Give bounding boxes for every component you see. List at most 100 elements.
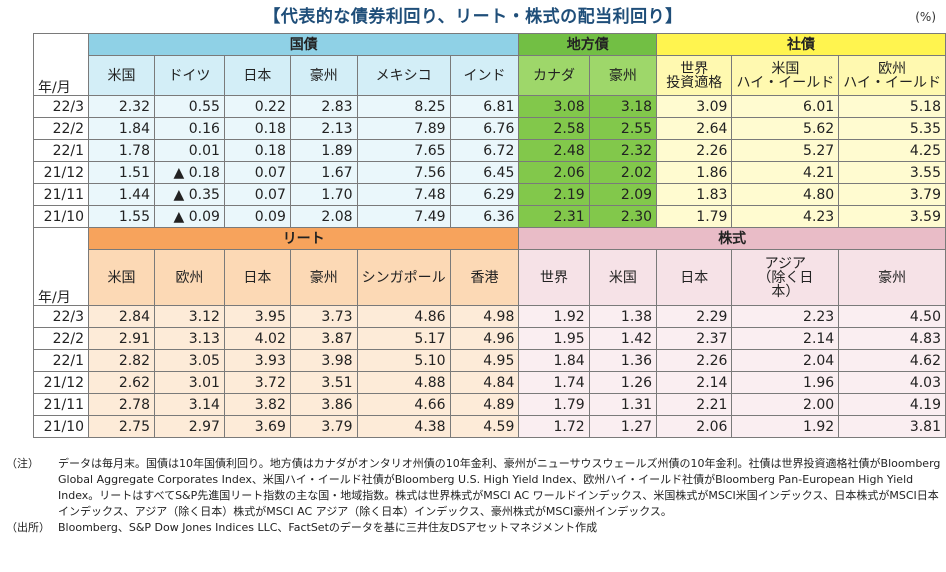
- page-title: 【代表的な債券利回り、リート・株式の配当利回り】: [263, 7, 683, 27]
- table-cell: 3.08: [518, 95, 590, 118]
- table-row: 22/1 2.82 3.05 3.93 3.98 5.10 4.95 1.84 1.36 2.26…: [32, 349, 946, 372]
- table-cell: 4.80: [731, 183, 840, 206]
- table-cell: 7.49: [356, 205, 451, 228]
- table-cell: 0.07: [223, 183, 291, 206]
- table-cell: 2.91: [88, 327, 155, 350]
- table-cell: 3.01: [153, 371, 225, 394]
- bonds-column-header: インド: [449, 55, 520, 96]
- table-cell: 1.84: [88, 117, 155, 140]
- table-cell: 2.23: [731, 305, 840, 328]
- table-cell: 4.88: [356, 371, 451, 394]
- table-cell: 0.01: [153, 139, 225, 162]
- table-cell: 2.26: [656, 349, 733, 372]
- group-government-bonds: 国債: [88, 33, 520, 56]
- table-cell: 6.72: [449, 139, 520, 162]
- source-text: Bloomberg、S&P Dow Jones Indices LLC、Fact…: [58, 520, 598, 534]
- table-cell: 0.18: [223, 117, 291, 140]
- table-cell: 2.83: [289, 95, 358, 118]
- table-cell: 4.02: [223, 327, 291, 350]
- table-cell: 6.76: [449, 117, 520, 140]
- table-cell: 4.38: [356, 415, 451, 438]
- bonds-column-header: 豪州: [289, 55, 358, 96]
- table-row: 22/3 2.84 3.12 3.95 3.73 4.86 4.98 1.92 1.38 2.29…: [32, 305, 946, 328]
- table-cell: 3.72: [223, 371, 291, 394]
- table-cell: 4.66: [356, 393, 451, 416]
- table-cell: 1.72: [518, 415, 590, 438]
- table-cell: 7.65: [356, 139, 451, 162]
- table-cell: 7.56: [356, 161, 451, 184]
- row-date: 21/12: [32, 161, 90, 184]
- unit-label: (%): [915, 10, 936, 24]
- table-cell: 1.38: [588, 305, 658, 328]
- equity-column-header: 香港: [449, 249, 520, 306]
- table-cell: 3.79: [838, 183, 946, 206]
- equity-column-header: 日本: [656, 249, 733, 306]
- table-cell: 3.86: [289, 393, 358, 416]
- yield-table: 年/月 国債 地方債 社債 米国 ドイツ 日本 豪州 メキシコ インド カナダ 豪州 世界 投資適…: [32, 33, 946, 438]
- table-row: 21/10 1.55 ▲ 0.09 0.09 2.08 7.49 6.36 2.31 2.30 1…: [32, 205, 946, 228]
- table-cell: 3.79: [289, 415, 358, 438]
- table-cell: 2.32: [588, 139, 658, 162]
- row-date: 22/1: [32, 349, 90, 372]
- table-cell: 2.78: [88, 393, 155, 416]
- table-cell: 7.48: [356, 183, 451, 206]
- equity-column-header: シンガポール: [356, 249, 451, 306]
- table-cell: 4.23: [731, 205, 840, 228]
- table-cell: 3.12: [153, 305, 225, 328]
- table-cell: 2.30: [588, 205, 658, 228]
- table-cell: 4.95: [449, 349, 520, 372]
- table-cell: 2.06: [518, 161, 590, 184]
- group-reit: リート: [88, 227, 520, 250]
- row-date: 22/1: [32, 139, 90, 162]
- table-cell: 2.14: [731, 327, 840, 350]
- equity-column-header: 豪州: [838, 249, 946, 306]
- table-cell: 1.84: [518, 349, 590, 372]
- table-cell: 2.37: [656, 327, 733, 350]
- bonds-column-header: メキシコ: [356, 55, 451, 96]
- table-cell: 3.18: [588, 95, 658, 118]
- table-cell: 2.84: [88, 305, 155, 328]
- group-stocks: 株式: [518, 227, 946, 250]
- table-cell: 8.25: [356, 95, 451, 118]
- table-cell: 5.17: [356, 327, 451, 350]
- table-cell: 2.26: [656, 139, 733, 162]
- table-cell: 2.06: [656, 415, 733, 438]
- bonds-column-header: ドイツ: [153, 55, 225, 96]
- table-cell: 6.45: [449, 161, 520, 184]
- bonds-column-header: 豪州: [588, 55, 658, 96]
- table-cell: 1.79: [518, 393, 590, 416]
- table-cell: 4.84: [449, 371, 520, 394]
- table-cell: 4.59: [449, 415, 520, 438]
- bonds-column-header: 世界 投資適格: [656, 55, 733, 96]
- source-label: （出所）: [6, 520, 50, 534]
- table-cell: 4.83: [838, 327, 946, 350]
- table-cell: 1.55: [88, 205, 155, 228]
- table-cell: 1.74: [518, 371, 590, 394]
- table-cell: 2.08: [289, 205, 358, 228]
- table-cell: 1.92: [731, 415, 840, 438]
- table-cell: 3.98: [289, 349, 358, 372]
- table-cell: 1.26: [588, 371, 658, 394]
- table-cell: 1.36: [588, 349, 658, 372]
- equity-column-header: 米国: [588, 249, 658, 306]
- bonds-corner: 年/月: [32, 33, 90, 96]
- footnotes: （注） データは毎月末。国債は10年国債利回り。地方債はカナダがオンタリオ州債の…: [6, 456, 942, 536]
- table-cell: 4.50: [838, 305, 946, 328]
- equity-column-header: 世界: [518, 249, 590, 306]
- table-cell: 2.09: [588, 183, 658, 206]
- table-cell: 1.89: [289, 139, 358, 162]
- table-cell: 1.31: [588, 393, 658, 416]
- table-cell: 4.25: [838, 139, 946, 162]
- table-cell: 0.22: [223, 95, 291, 118]
- table-cell: 4.96: [449, 327, 520, 350]
- table-cell: 4.03: [838, 371, 946, 394]
- table-cell: 5.62: [731, 117, 840, 140]
- table-cell: 3.09: [656, 95, 733, 118]
- table-cell: 3.95: [223, 305, 291, 328]
- table-cell: 2.13: [289, 117, 358, 140]
- table-cell: 2.48: [518, 139, 590, 162]
- table-cell: 1.27: [588, 415, 658, 438]
- row-date: 21/11: [32, 183, 90, 206]
- table-cell: 1.83: [656, 183, 733, 206]
- table-cell: 0.07: [223, 161, 291, 184]
